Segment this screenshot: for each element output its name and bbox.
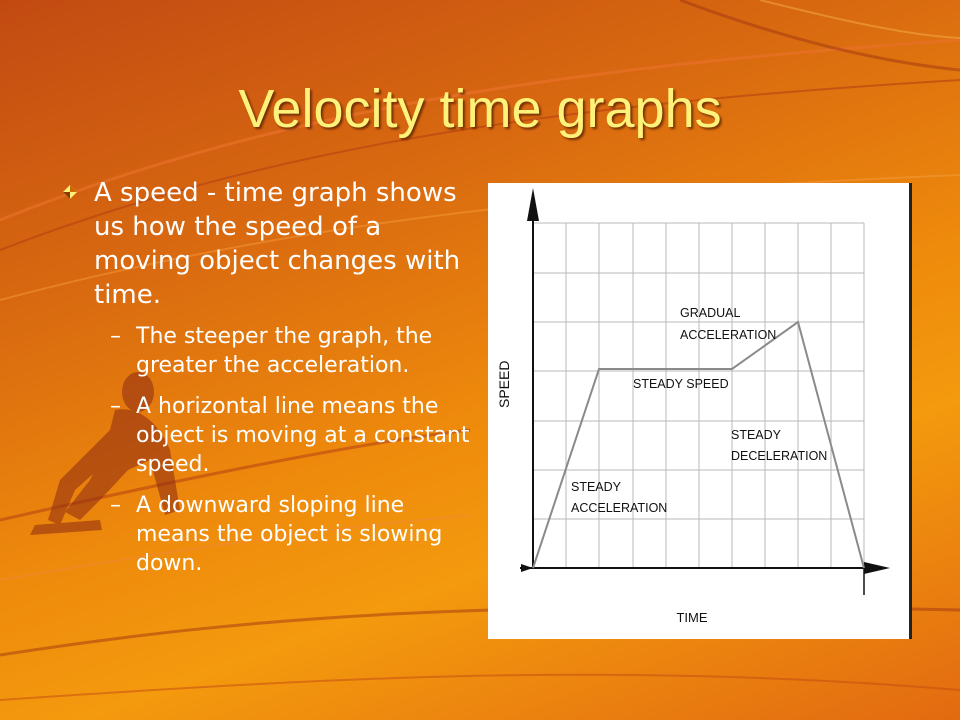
dash-marker: – — [110, 493, 121, 518]
segment-labels: STEADY ACCELERATION STEADY SPEED GRADUAL… — [571, 306, 827, 515]
speed-time-diagram-panel: SPEED TIME STEADY ACCELERATION STEADY SP… — [488, 183, 910, 639]
sub-bullet-list: – The steeper the graph, the greater the… — [62, 322, 472, 578]
diagram-grid — [533, 222, 865, 568]
y-axis-arrow-icon — [527, 188, 539, 221]
segment-label: STEADY SPEED — [633, 377, 729, 391]
sub-bullet-text: A horizontal line means the object is mo… — [136, 394, 470, 477]
segment-label: GRADUAL — [680, 306, 740, 320]
x-axis-label: TIME — [676, 610, 707, 625]
segment-label: STEADY — [731, 428, 782, 442]
segment-label: DECELERATION — [731, 449, 827, 463]
main-bullet-text: A speed - time graph shows us how the sp… — [94, 178, 461, 310]
main-bullet: A speed - time graph shows us how the sp… — [62, 176, 472, 312]
slide-title: Velocity time graphs — [238, 79, 722, 139]
diagram-axes — [520, 188, 890, 595]
dash-marker: – — [110, 324, 121, 349]
dash-marker: – — [110, 394, 121, 419]
sub-bullet-text: A downward sloping line means the object… — [136, 493, 443, 576]
sub-bullet: – The steeper the graph, the greater the… — [110, 322, 472, 380]
bullet-content: A speed - time graph shows us how the sp… — [62, 176, 472, 590]
sub-bullet: – A downward sloping line means the obje… — [110, 491, 472, 578]
sprinter-silhouette — [30, 372, 180, 535]
speed-time-diagram: SPEED TIME STEADY ACCELERATION STEADY SP… — [496, 188, 890, 625]
diamond-bullet-icon — [63, 185, 77, 199]
x-axis-arrow-icon — [864, 562, 890, 574]
origin-arrow-icon — [521, 564, 533, 572]
y-axis-label: SPEED — [496, 361, 512, 408]
segment-label: ACCELERATION — [571, 501, 667, 515]
sub-bullet: – A horizontal line means the object is … — [110, 392, 472, 479]
speed-profile-line — [532, 320, 865, 569]
sub-bullet-text: The steeper the graph, the greater the a… — [136, 324, 433, 378]
diagram-panel-border — [909, 183, 912, 639]
segment-label: ACCELERATION — [680, 328, 776, 342]
segment-label: STEADY — [571, 480, 622, 494]
